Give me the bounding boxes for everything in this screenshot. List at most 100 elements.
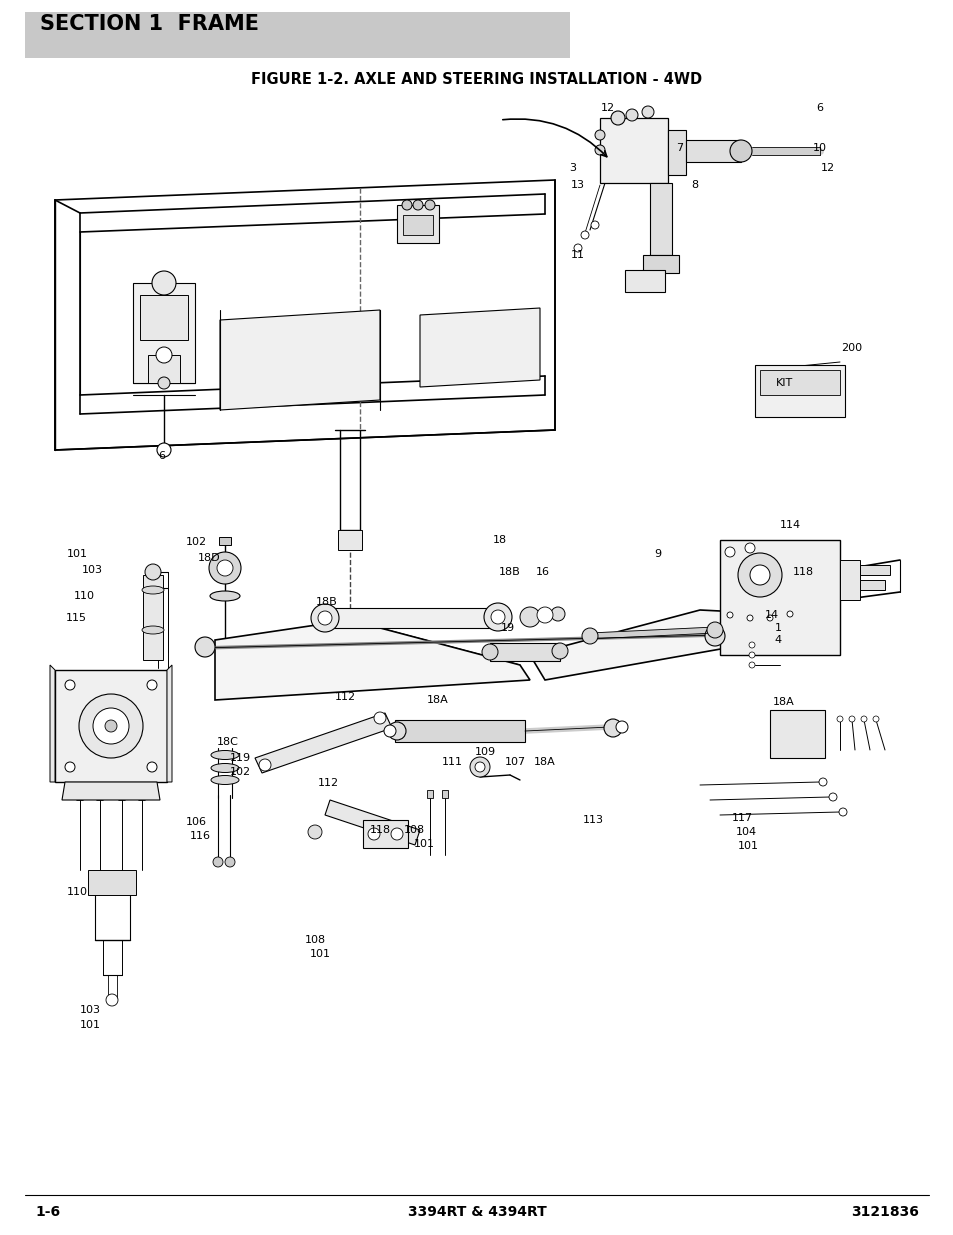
Circle shape [552, 643, 567, 659]
Polygon shape [419, 308, 539, 387]
Ellipse shape [142, 626, 164, 634]
Circle shape [158, 377, 170, 389]
Bar [490, 643, 559, 661]
Circle shape [590, 221, 598, 228]
Circle shape [106, 994, 118, 1007]
Bar [402, 215, 433, 235]
Text: 104: 104 [735, 827, 756, 837]
Text: 3: 3 [569, 163, 576, 173]
Circle shape [147, 680, 157, 690]
Bar [132, 283, 194, 383]
Text: 101: 101 [737, 841, 758, 851]
Text: 106: 106 [185, 818, 206, 827]
Text: 12: 12 [821, 163, 834, 173]
Circle shape [786, 611, 792, 618]
Text: 102: 102 [230, 767, 251, 777]
Circle shape [368, 827, 379, 840]
Circle shape [475, 762, 484, 772]
Polygon shape [167, 664, 172, 782]
Bar [840, 559, 859, 600]
Text: 107: 107 [504, 757, 525, 767]
Circle shape [724, 547, 734, 557]
Circle shape [537, 606, 553, 622]
Bar [441, 790, 448, 798]
Circle shape [374, 713, 386, 724]
Text: 18A: 18A [427, 695, 449, 705]
Circle shape [92, 708, 129, 743]
Text: 13: 13 [571, 180, 584, 190]
Polygon shape [220, 310, 379, 410]
Circle shape [748, 642, 754, 648]
Circle shape [213, 857, 223, 867]
Circle shape [603, 719, 621, 737]
Circle shape [401, 200, 412, 210]
Text: 102: 102 [185, 537, 207, 547]
Polygon shape [214, 620, 530, 700]
Text: 108: 108 [304, 935, 325, 945]
Text: 117: 117 [731, 813, 752, 823]
Circle shape [616, 721, 627, 734]
Text: 110: 110 [73, 592, 94, 601]
Text: 10: 10 [812, 143, 826, 153]
Circle shape [748, 662, 754, 668]
Bar [148, 354, 180, 383]
Circle shape [861, 716, 866, 722]
Circle shape [610, 111, 624, 125]
Bar [685, 140, 740, 162]
Polygon shape [530, 610, 800, 680]
Text: 3394RT & 4394RT: 3394RT & 4394RT [407, 1205, 546, 1219]
Text: 112: 112 [317, 778, 338, 788]
Circle shape [828, 793, 836, 802]
Circle shape [209, 552, 241, 584]
Text: 118: 118 [369, 825, 390, 835]
Ellipse shape [210, 592, 240, 601]
Bar [859, 580, 884, 590]
Circle shape [838, 808, 846, 816]
Circle shape [744, 543, 754, 553]
Text: 18B: 18B [315, 597, 337, 606]
Text: 8: 8 [691, 180, 698, 190]
Text: 16: 16 [536, 567, 550, 577]
Text: SECTION 1  FRAME: SECTION 1 FRAME [40, 14, 258, 35]
Circle shape [384, 725, 395, 737]
Circle shape [258, 760, 271, 771]
Bar [219, 537, 231, 545]
Text: 18A: 18A [772, 697, 794, 706]
Text: 9: 9 [654, 550, 660, 559]
Bar [859, 564, 889, 576]
Text: 109: 109 [474, 747, 495, 757]
Ellipse shape [211, 763, 239, 773]
Polygon shape [50, 664, 55, 782]
Polygon shape [325, 800, 419, 845]
Circle shape [311, 604, 338, 632]
Circle shape [483, 603, 512, 631]
Circle shape [216, 559, 233, 576]
Circle shape [551, 606, 564, 621]
Circle shape [641, 106, 654, 119]
Text: 19: 19 [500, 622, 515, 634]
Text: 103: 103 [81, 564, 102, 576]
Text: 119: 119 [230, 753, 251, 763]
Circle shape [308, 825, 322, 839]
Circle shape [848, 716, 854, 722]
Circle shape [836, 716, 842, 722]
Circle shape [481, 643, 497, 659]
Circle shape [152, 270, 175, 295]
Text: 7: 7 [676, 143, 683, 153]
Circle shape [470, 757, 490, 777]
Text: 114: 114 [779, 520, 800, 530]
Text: 1-6: 1-6 [35, 1205, 60, 1219]
Bar [337, 530, 361, 550]
Bar [642, 254, 679, 273]
Bar [88, 869, 136, 895]
Circle shape [580, 231, 588, 240]
Polygon shape [62, 782, 160, 800]
Text: 4: 4 [774, 635, 781, 645]
Polygon shape [325, 608, 497, 629]
Text: 18: 18 [493, 535, 507, 545]
Text: 112: 112 [335, 692, 355, 701]
Circle shape [748, 652, 754, 658]
Text: 101: 101 [413, 839, 434, 848]
Bar [624, 270, 664, 291]
Polygon shape [254, 713, 392, 773]
